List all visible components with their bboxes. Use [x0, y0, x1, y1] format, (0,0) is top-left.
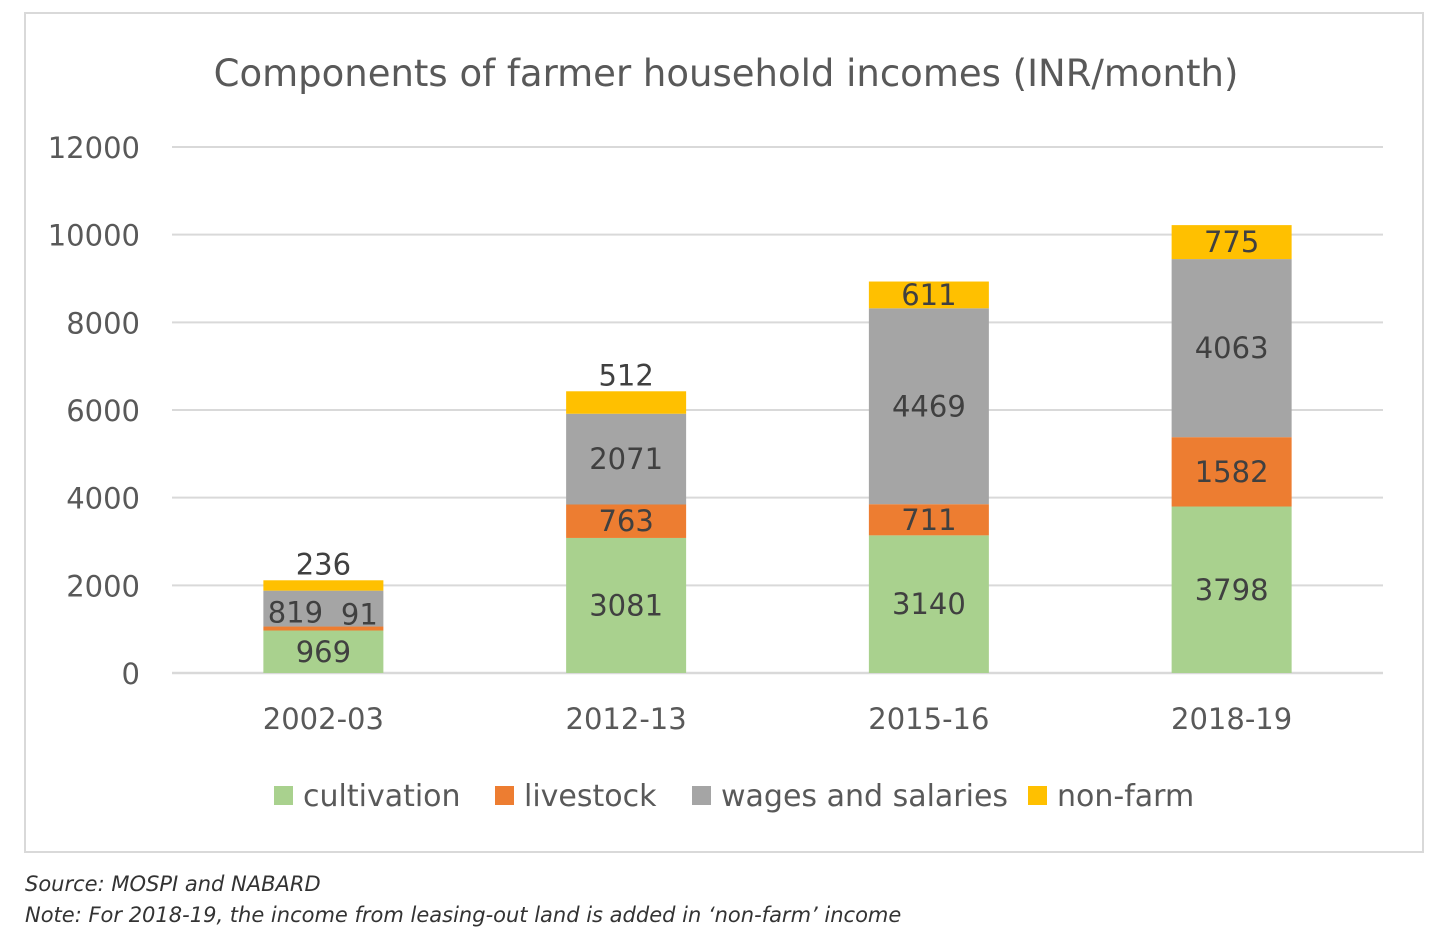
data-label: 512: [598, 358, 653, 392]
x-tick-label: 2012-13: [566, 702, 687, 736]
x-axis-ticks: 2002-03 2012-13 2015-16 2018-19: [263, 702, 1292, 736]
bar-segment-non-farm: [566, 391, 687, 414]
data-label: 3081: [589, 588, 663, 622]
chart-footnotes: Source: MOSPI and NABARD Note: For 2018-…: [25, 869, 901, 931]
bar-segment-non-farm: [1171, 225, 1292, 260]
bar-segment-cultivation: [868, 535, 989, 673]
legend-label: livestock: [524, 779, 657, 814]
y-tick-label: 12000: [48, 131, 140, 165]
data-label: 819: [268, 596, 323, 630]
legend-label: non-farm: [1057, 779, 1194, 814]
bar-segment-wages-and-salaries: [566, 413, 687, 505]
bar-segment-wages-and-salaries: [868, 308, 989, 505]
data-label: 91: [341, 598, 378, 632]
data-label: 3798: [1195, 573, 1269, 607]
legend-label: cultivation: [303, 779, 461, 814]
data-label: 763: [598, 504, 653, 538]
bar-segment-non-farm: [263, 580, 384, 591]
bar-segment-livestock: [566, 504, 687, 538]
y-tick-label: 4000: [66, 482, 140, 516]
bar-segment-non-farm: [868, 281, 989, 309]
bar-segment-livestock: [263, 626, 384, 631]
bar-segment-cultivation: [1171, 506, 1292, 673]
bars: [263, 225, 1292, 673]
y-tick-label: 6000: [66, 394, 140, 428]
legend-swatch: [495, 786, 514, 805]
data-label: 775: [1204, 225, 1259, 259]
legend: cultivation livestock wages and salaries no…: [274, 779, 1194, 814]
bar-segment-cultivation: [566, 537, 687, 673]
source-note: Source: MOSPI and NABARD: [25, 872, 321, 896]
bar-segment-wages-and-salaries: [1171, 259, 1292, 438]
chart-title: Components of farmer household incomes (…: [214, 52, 1239, 95]
legend-swatch: [274, 786, 293, 805]
legend-swatch: [692, 786, 711, 805]
bar-segment-livestock: [1171, 437, 1292, 507]
stacked-bar-chart: Components of farmer household incomes (…: [48, 52, 1383, 814]
legend-swatch: [1028, 786, 1047, 805]
data-label: 4469: [892, 389, 966, 423]
data-label: 3140: [892, 587, 966, 621]
data-label: 1582: [1195, 455, 1269, 489]
data-label: 711: [901, 503, 956, 537]
y-tick-label: 0: [122, 657, 140, 691]
legend-label: wages and salaries: [721, 779, 1008, 814]
bar-segment-livestock: [868, 504, 989, 536]
data-label: 969: [296, 635, 351, 669]
y-tick-label: 2000: [66, 569, 140, 603]
bar-segment-cultivation: [263, 630, 384, 673]
footnote: Note: For 2018-19, the income from leasi…: [25, 903, 902, 927]
y-axis-ticks: 0 2000 4000 6000 8000 10000 12000: [48, 131, 140, 691]
data-label: 2071: [589, 442, 663, 476]
x-tick-label: 2018-19: [1171, 702, 1292, 736]
x-tick-label: 2002-03: [263, 702, 384, 736]
data-label: 611: [901, 278, 956, 312]
data-label: 4063: [1195, 331, 1269, 365]
data-label: 236: [296, 547, 351, 581]
y-tick-label: 8000: [66, 306, 140, 340]
x-tick-label: 2015-16: [868, 702, 989, 736]
bar-segment-wages-and-salaries: [263, 590, 384, 627]
y-tick-label: 10000: [48, 219, 140, 253]
